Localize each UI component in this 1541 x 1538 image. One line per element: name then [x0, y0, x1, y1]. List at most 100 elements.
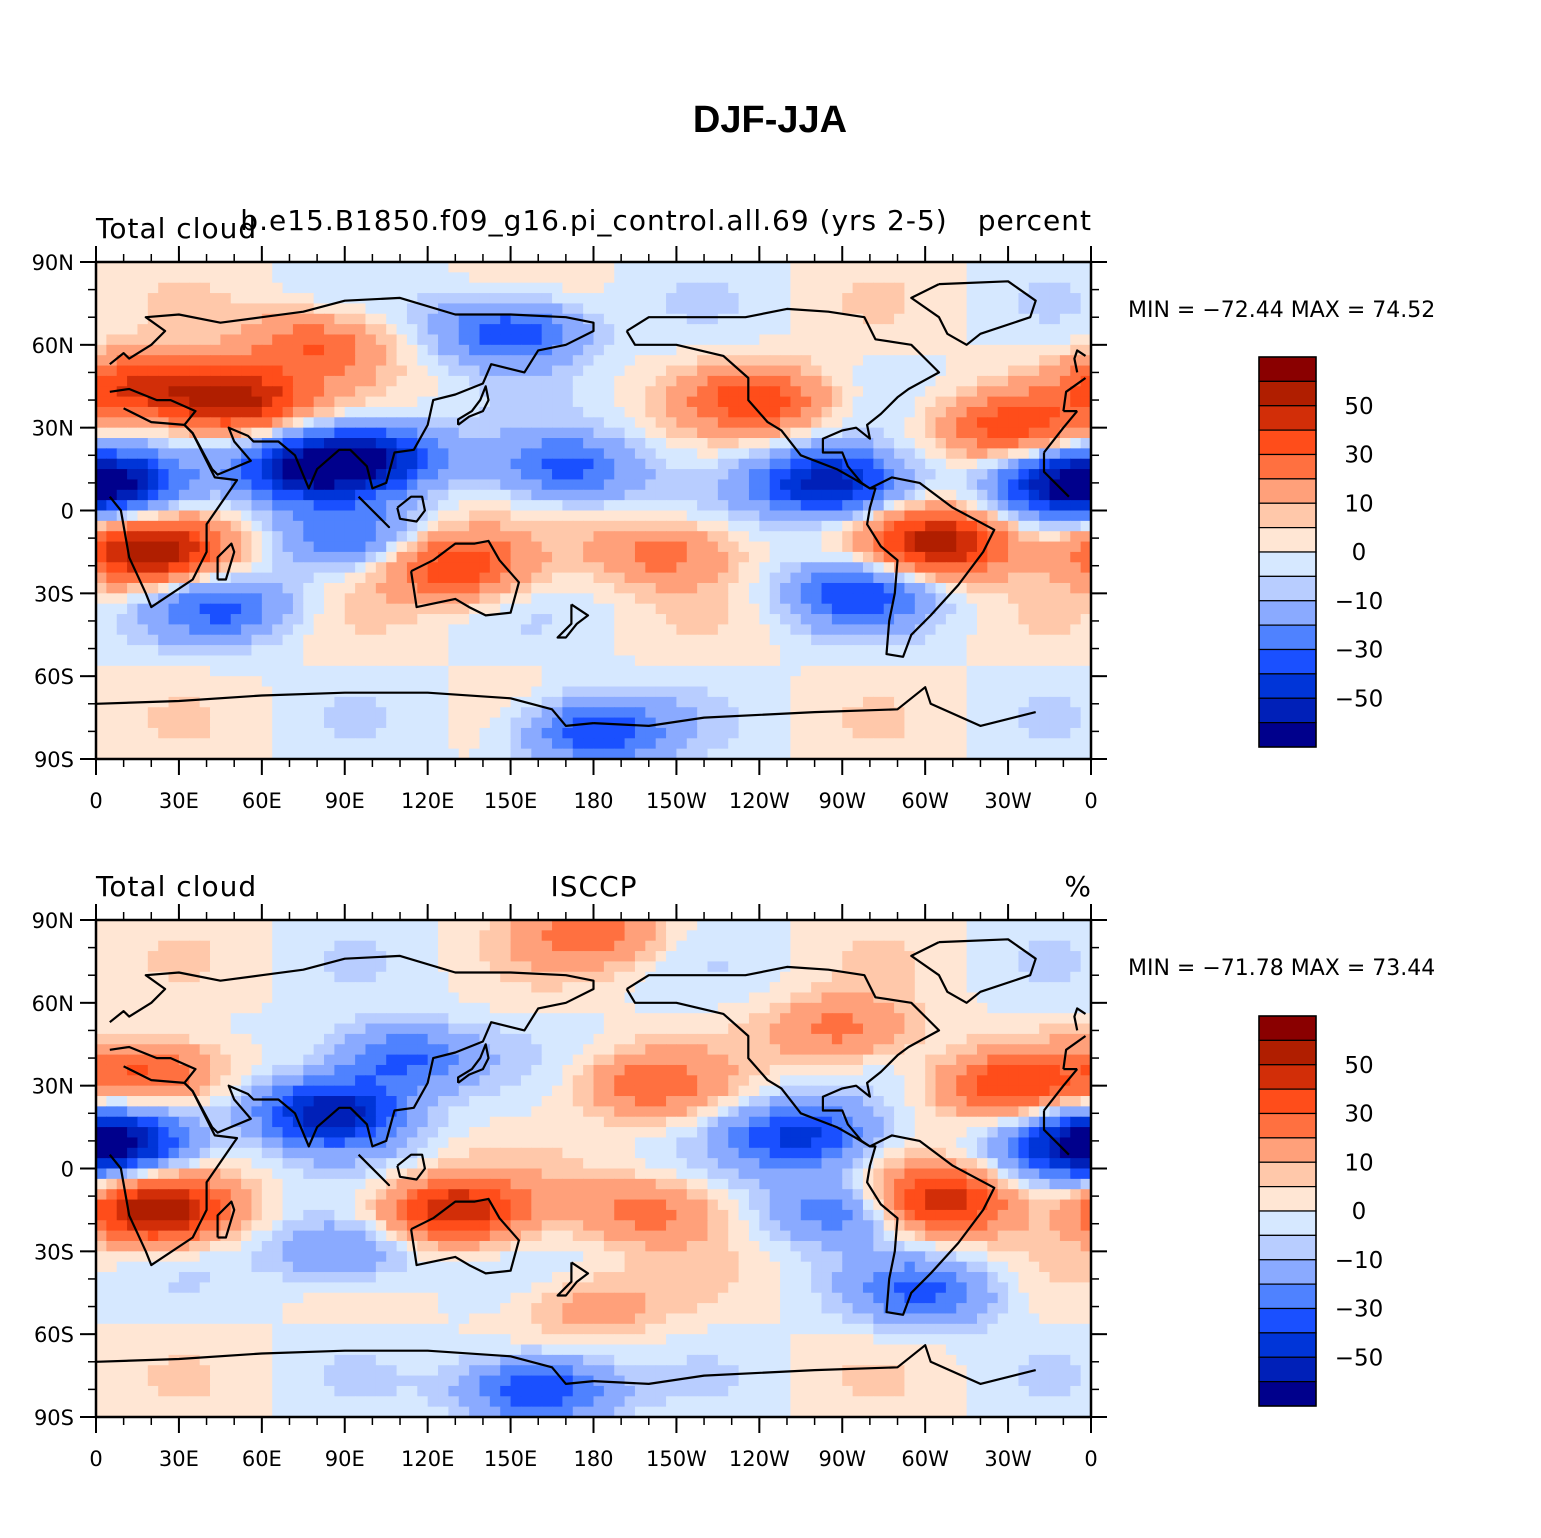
field-cell: [158, 406, 170, 418]
field-cell: [489, 593, 501, 605]
field-cell: [925, 458, 937, 470]
field-cell: [251, 562, 263, 574]
field-cell: [800, 262, 812, 273]
field-cell: [583, 727, 595, 739]
field-cell: [717, 676, 729, 688]
field-cell: [220, 427, 232, 439]
field-cell: [158, 665, 170, 677]
field-cell: [956, 344, 968, 356]
field-cell: [790, 427, 802, 439]
field-cell: [261, 489, 273, 501]
field-cell: [375, 510, 387, 522]
field-cell: [780, 500, 792, 512]
field-cell: [966, 572, 978, 584]
field-cell: [458, 676, 470, 688]
field-cell: [935, 727, 947, 739]
field-cell: [396, 614, 408, 625]
field-cell: [541, 365, 553, 377]
field-cell: [251, 603, 263, 615]
field-cell: [769, 427, 781, 439]
field-cell: [945, 572, 957, 584]
field-cell: [997, 541, 1009, 553]
field-cell: [313, 562, 325, 574]
field-cell: [831, 582, 843, 594]
field-cell: [759, 696, 771, 708]
field-cell: [531, 920, 543, 931]
field-cell: [842, 479, 854, 491]
field-cell: [831, 696, 843, 708]
field-cell: [344, 293, 356, 305]
field-cell: [634, 355, 646, 367]
field-cell: [883, 572, 895, 584]
field-cell: [894, 500, 906, 512]
field-cell: [406, 282, 418, 294]
field-cell: [552, 572, 564, 584]
field-cell: [510, 727, 522, 739]
field-cell: [386, 324, 398, 336]
field-cell: [676, 344, 688, 356]
field-cell: [883, 479, 895, 491]
field-cell: [831, 727, 843, 739]
field-cell: [199, 303, 211, 315]
field-cell: [862, 572, 874, 584]
field-cell: [562, 282, 574, 294]
field-cell: [593, 531, 605, 543]
field-cell: [324, 324, 335, 336]
field-cell: [925, 417, 937, 429]
field-cell: [904, 614, 916, 625]
field-cell: [676, 541, 688, 553]
field-cell: [292, 593, 304, 605]
field-cell: [552, 686, 564, 698]
field-cell: [303, 355, 315, 367]
field-cell: [686, 262, 698, 273]
field-cell: [386, 313, 398, 325]
field-cell: [96, 738, 107, 750]
field-cell: [821, 562, 833, 574]
field-cell: [956, 676, 968, 688]
field-cell: [168, 355, 180, 367]
field-cell: [1018, 303, 1030, 315]
field-cell: [396, 355, 408, 367]
colorbar-swatch: [1258, 502, 1317, 529]
field-cell: [479, 520, 491, 532]
field-cell: [1008, 541, 1020, 553]
field-cell: [386, 469, 398, 481]
field-cell: [759, 707, 771, 719]
field-cell: [344, 375, 356, 387]
field-cell: [707, 531, 719, 543]
field-cell: [935, 920, 947, 931]
field-cell: [489, 458, 501, 470]
field-cell: [614, 396, 626, 408]
field-cell: [1070, 562, 1082, 574]
field-cell: [997, 469, 1009, 481]
field-cell: [759, 748, 771, 760]
field-cell: [655, 355, 667, 367]
field-cell: [914, 282, 926, 294]
field-cell: [230, 417, 242, 429]
field-cell: [510, 520, 522, 532]
field-cell: [96, 717, 107, 729]
field-cell: [738, 520, 750, 532]
field-cell: [458, 707, 470, 719]
field-cell: [458, 469, 470, 481]
field-cell: [676, 572, 688, 584]
field-cell: [831, 438, 843, 449]
field-cell: [230, 562, 242, 574]
field-cell: [541, 282, 553, 294]
field-cell: [1070, 634, 1082, 646]
field-cell: [800, 510, 812, 522]
field-cell: [261, 676, 273, 688]
field-cell: [272, 645, 284, 657]
field-cell: [241, 686, 253, 698]
field-cell: [552, 665, 564, 677]
field-cell: [552, 396, 564, 408]
field-cell: [158, 375, 170, 387]
field-cell: [925, 551, 937, 563]
field-cell: [790, 448, 802, 460]
field-cell: [790, 920, 802, 931]
field-cell: [686, 707, 698, 719]
field-cell: [469, 634, 481, 646]
field-cell: [738, 386, 750, 398]
field-cell: [469, 593, 481, 605]
field-cell: [707, 551, 719, 563]
